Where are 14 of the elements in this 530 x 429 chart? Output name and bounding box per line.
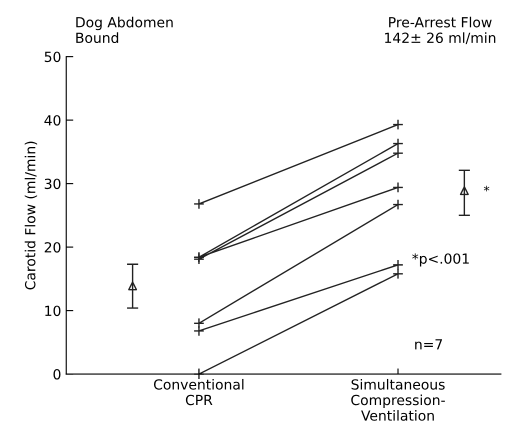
annotation: n=7 (415, 339, 442, 350)
annotation: * (484, 186, 490, 192)
y-tick-label: 30 (44, 178, 60, 190)
y-tick-label: 20 (44, 242, 60, 253)
y-tick-label: 50 (44, 52, 60, 62)
y-tick-label: 0 (53, 369, 60, 380)
y-tick-label: 10 (45, 306, 60, 316)
y-axis-title: Carotid Flow (ml/min) (24, 142, 38, 290)
text: Dog Abdomen Bound (76, 16, 173, 44)
y-tick-label: 40 (44, 115, 60, 126)
x-tick-label: Simultaneous Compression- Ventilation (351, 378, 445, 421)
x-tick-label: Conventional CPR (154, 378, 244, 406)
text: Pre-Arrest Flow 142± 26 ml/min (385, 16, 496, 44)
annotation: *p<.001 (412, 253, 469, 267)
